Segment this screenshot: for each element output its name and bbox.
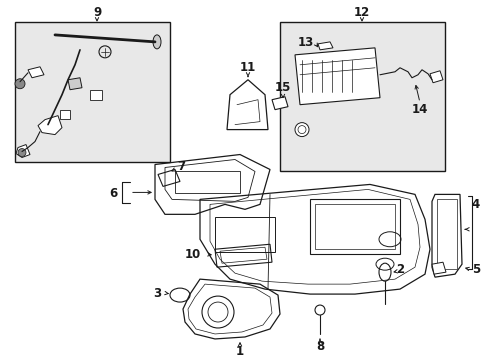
Bar	[175, 171, 240, 193]
Polygon shape	[431, 262, 445, 274]
Bar	[314, 204, 394, 249]
Text: 5: 5	[471, 263, 479, 276]
Text: 11: 11	[240, 61, 256, 74]
Polygon shape	[16, 145, 30, 158]
Text: 2: 2	[395, 263, 403, 276]
Ellipse shape	[15, 79, 25, 89]
Polygon shape	[429, 71, 442, 83]
Text: 13: 13	[297, 36, 313, 49]
Ellipse shape	[153, 35, 161, 49]
Text: 9: 9	[93, 6, 101, 19]
Text: 6: 6	[109, 187, 117, 200]
Bar	[60, 110, 70, 119]
Text: 1: 1	[235, 345, 244, 359]
Polygon shape	[317, 42, 332, 50]
Text: 7: 7	[177, 160, 184, 173]
Text: 12: 12	[353, 6, 369, 19]
Text: 4: 4	[471, 198, 479, 211]
Text: 3: 3	[153, 287, 161, 300]
Text: 14: 14	[411, 103, 427, 116]
Text: 10: 10	[184, 248, 201, 261]
Bar	[280, 22, 444, 171]
Bar	[436, 199, 456, 269]
Bar	[215, 217, 274, 252]
Polygon shape	[28, 67, 44, 78]
Bar	[309, 199, 399, 254]
Polygon shape	[68, 78, 82, 90]
Bar	[90, 90, 102, 100]
Bar	[15, 22, 170, 162]
Polygon shape	[38, 116, 62, 135]
Ellipse shape	[294, 123, 308, 136]
Text: 8: 8	[315, 341, 324, 354]
Polygon shape	[271, 97, 287, 110]
Polygon shape	[294, 48, 379, 105]
Ellipse shape	[18, 149, 26, 157]
Text: 15: 15	[274, 81, 290, 94]
